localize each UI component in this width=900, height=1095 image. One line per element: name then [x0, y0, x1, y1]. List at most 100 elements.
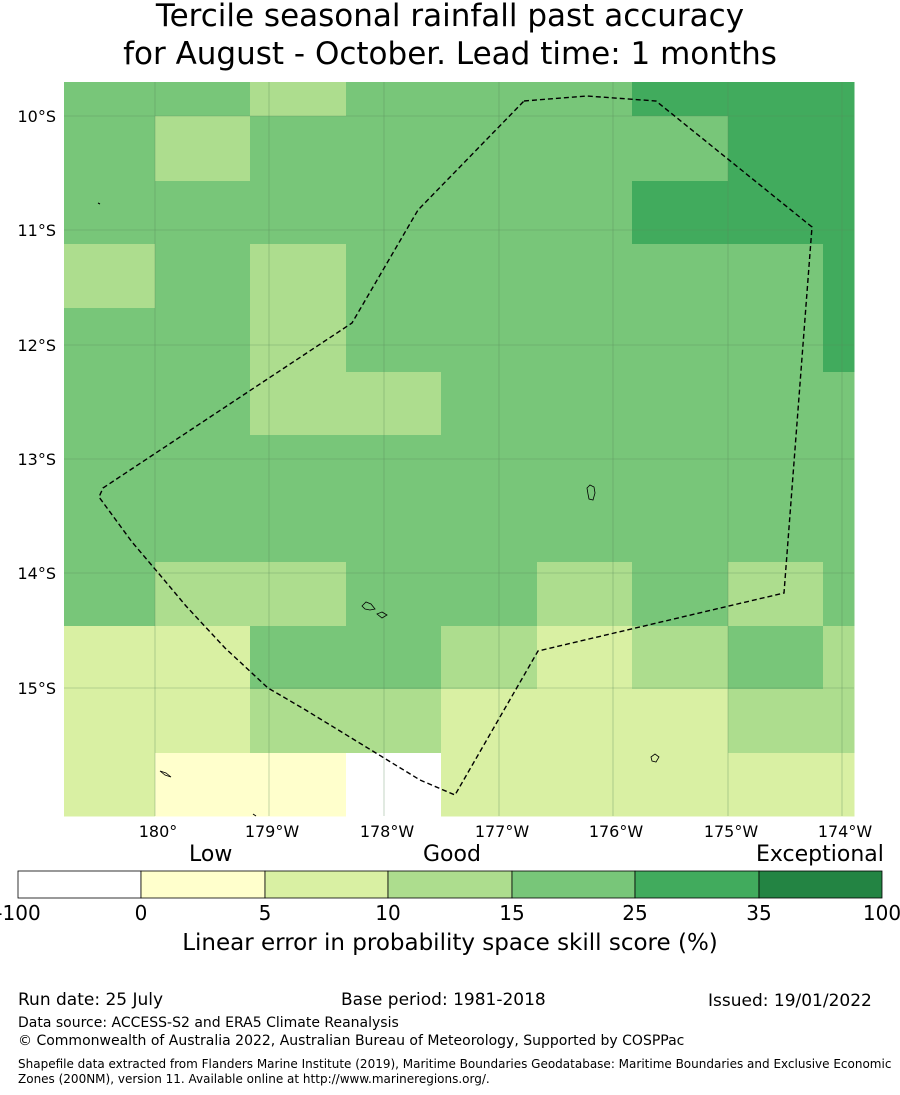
grid-cell	[155, 116, 251, 182]
grid-cell	[823, 181, 855, 245]
island-outline	[159, 770, 172, 778]
grid-cell	[823, 689, 855, 754]
issued-date: Issued: 19/01/2022	[708, 991, 872, 1011]
latitude-labels: 10°S 11°S 12°S 13°S 14°S 15°S	[17, 107, 56, 698]
grid-cell	[346, 82, 442, 117]
grid-cell	[155, 372, 251, 436]
grid-cell	[728, 498, 824, 563]
longitude-label: 176°W	[589, 822, 644, 840]
grid-cell	[155, 498, 251, 563]
island-outlines	[97, 202, 660, 817]
grid-cell	[64, 626, 156, 690]
grid-cell	[250, 498, 347, 563]
grid-cell	[632, 181, 729, 245]
colorbar-segment	[634, 870, 760, 899]
colorbar-segment	[264, 870, 389, 899]
grid-cell	[64, 82, 156, 117]
shapefile-credit: Shapefile data extracted from Flanders M…	[18, 1057, 892, 1086]
grid-cell	[823, 498, 855, 563]
grid-cell	[346, 181, 442, 245]
grid-cell	[155, 181, 251, 245]
grid-cell	[537, 435, 633, 499]
colorbar-segment	[140, 870, 266, 899]
grid-cell	[346, 244, 442, 309]
island-outline	[97, 202, 101, 205]
grid-cell	[441, 244, 538, 309]
grid-cell	[250, 689, 347, 754]
grid-cell	[346, 372, 442, 436]
colorbar-tick: 10	[375, 901, 401, 925]
grid-cell	[632, 372, 729, 436]
grid-cell	[250, 753, 347, 817]
grid-cell	[155, 435, 251, 499]
grid-cell	[537, 498, 633, 563]
grid-cell	[64, 689, 156, 754]
grid-cell	[823, 372, 855, 436]
colorbar	[17, 870, 883, 899]
grid-cell	[64, 372, 156, 436]
base-period: Base period: 1981-2018	[341, 990, 546, 1010]
colorbar-word-good: Good	[423, 842, 481, 867]
grid-cell	[155, 82, 251, 117]
latitude-label: 13°S	[17, 450, 56, 469]
grid-cell	[346, 626, 442, 690]
grid-cell	[155, 689, 251, 754]
grid-cell	[155, 753, 251, 817]
latitude-label: 10°S	[17, 107, 56, 126]
grid-cell	[632, 244, 729, 309]
grid-cell	[250, 244, 347, 309]
island-outline	[361, 601, 376, 611]
grid-cell	[632, 308, 729, 373]
grid-cell	[728, 181, 824, 245]
grid-cell	[64, 244, 156, 309]
grid-cell	[728, 753, 824, 817]
colorbar-tick: 35	[746, 901, 772, 925]
grid-cell	[728, 308, 824, 373]
grid-cell	[441, 181, 538, 245]
grid-cell	[250, 372, 347, 436]
latitude-label: 11°S	[17, 221, 56, 240]
grid-cell	[728, 626, 824, 690]
grid-cell	[64, 308, 156, 373]
colorbar-tick: 15	[499, 901, 525, 925]
grid-cell	[441, 82, 538, 117]
grid-cell	[537, 116, 633, 182]
grid-cell	[537, 181, 633, 245]
island-outline	[650, 753, 660, 763]
colorbar-segment	[511, 870, 636, 899]
grid-cell	[823, 82, 855, 117]
longitude-label: 177°W	[475, 822, 530, 840]
grid-cell	[728, 372, 824, 436]
copyright: © Commonwealth of Australia 2022, Austra…	[18, 1033, 685, 1049]
grid-cell	[346, 689, 442, 754]
grid-cell	[823, 626, 855, 690]
grid-cell	[823, 435, 855, 499]
colorbar-word-low: Low	[189, 842, 233, 867]
colorbar-tick: -100	[0, 901, 41, 925]
latitude-label: 12°S	[17, 336, 56, 355]
colorbar-tick: 100	[862, 901, 900, 925]
graticule	[64, 82, 854, 816]
grid-cell	[728, 435, 824, 499]
colorbar-tick: 5	[258, 901, 272, 925]
grid-cell	[823, 753, 855, 817]
island-outline	[586, 484, 596, 501]
grid-cell	[728, 116, 824, 182]
skill-grid	[64, 82, 855, 817]
grid-cell	[537, 753, 633, 817]
grid-cell	[346, 435, 442, 499]
grid-cell	[346, 498, 442, 563]
longitude-label: 175°W	[704, 822, 759, 840]
grid-cell	[823, 308, 855, 373]
colorbar-segment	[758, 870, 883, 899]
map-title-line-2: for August - October. Lead time: 1 month…	[123, 36, 777, 72]
grid-cell	[64, 116, 156, 182]
grid-cell	[441, 753, 538, 817]
longitude-label: 178°W	[360, 822, 415, 840]
grid-cell	[346, 116, 442, 182]
colorbar-word-exceptional: Exceptional	[756, 842, 884, 867]
colorbar-segment	[387, 870, 513, 899]
grid-cell	[537, 626, 633, 690]
grid-cell	[441, 372, 538, 436]
grid-cell	[250, 181, 347, 245]
